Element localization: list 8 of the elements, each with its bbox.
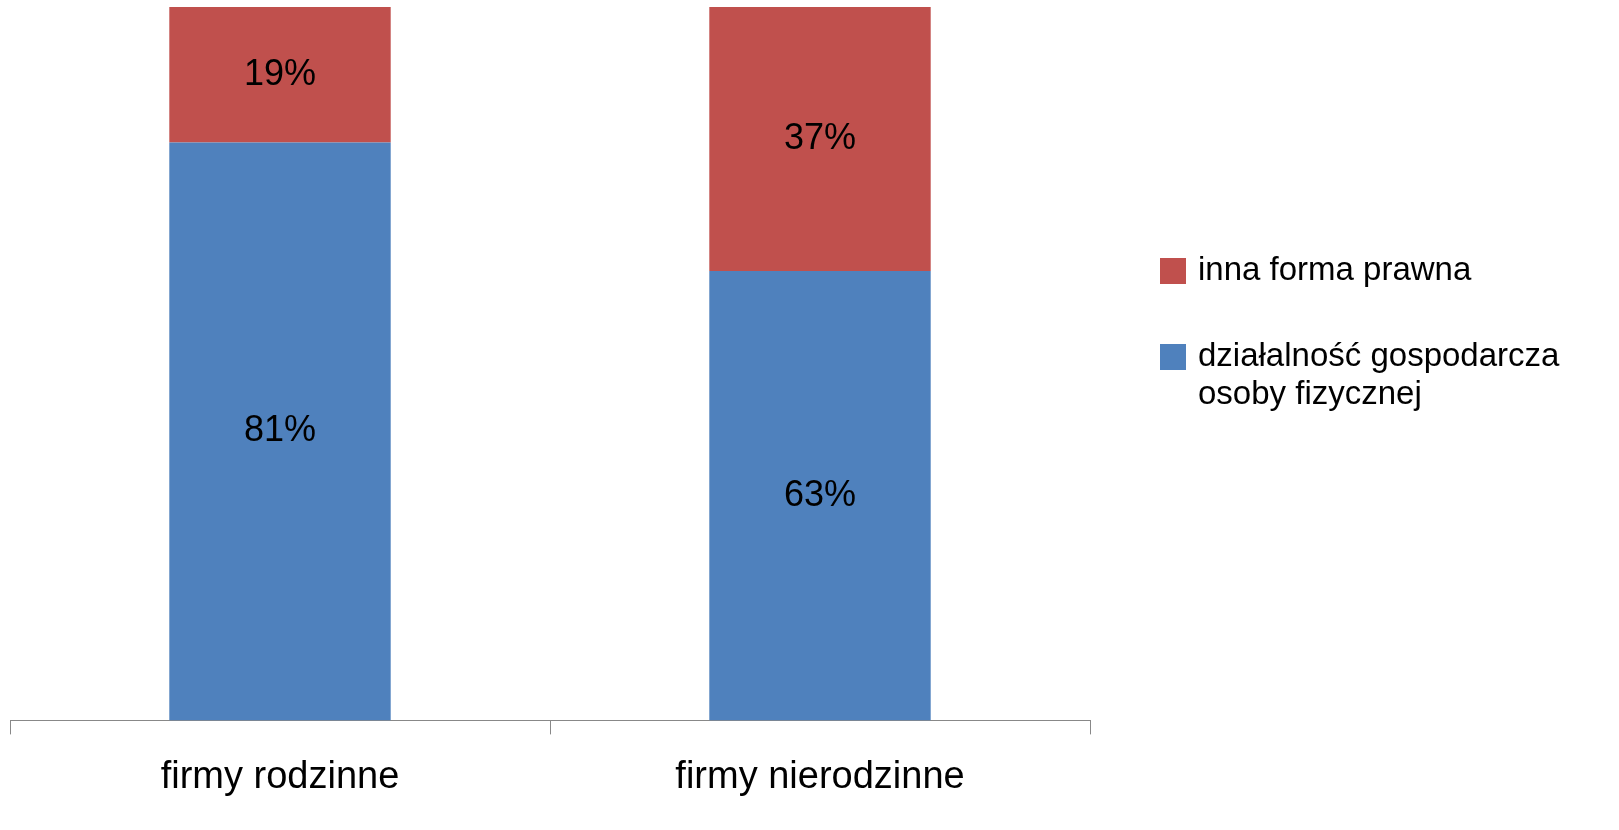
x-tick-label: firmy rodzinne: [160, 753, 400, 796]
data-label: 19%: [243, 51, 317, 93]
data-label: 37%: [783, 115, 857, 157]
legend-label: inna forma prawna: [1198, 250, 1472, 288]
data-label: 81%: [243, 408, 317, 450]
data-label: 63%: [783, 472, 857, 514]
x-tick-label: firmy nierodzinne: [675, 753, 965, 796]
legend-label: działalność gospodarcza osoby fizycznej: [1198, 336, 1561, 412]
